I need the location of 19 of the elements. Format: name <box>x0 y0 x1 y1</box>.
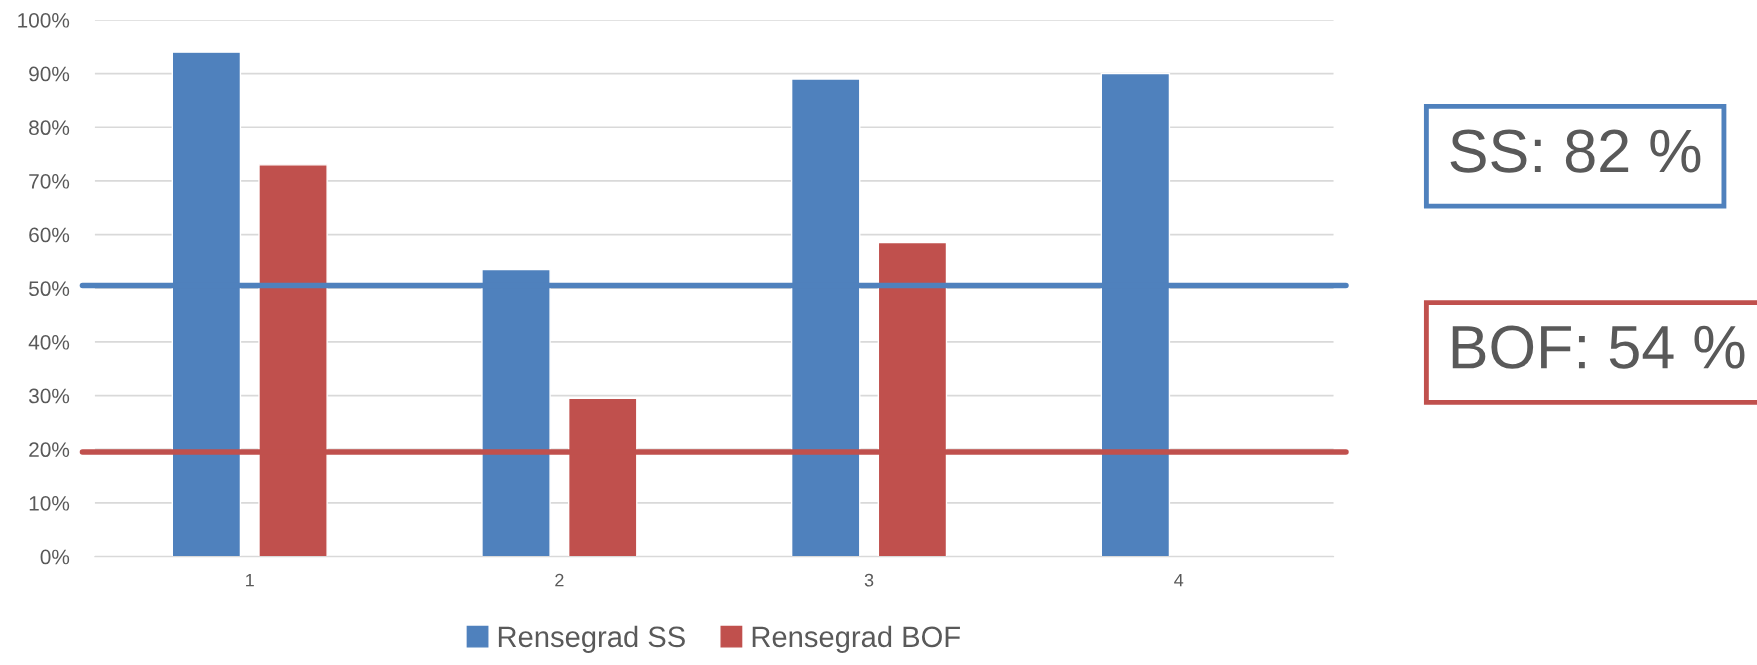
legend-label: Rensegrad SS <box>498 625 685 653</box>
y-tick-label: 90% <box>29 66 70 82</box>
y-tick-label: 0% <box>40 549 70 565</box>
legend-label: Rensegrad BOF <box>752 625 960 653</box>
y-tick-label: 20% <box>29 442 70 458</box>
x-tick-label: 3 <box>864 573 874 587</box>
y-tick-label: 80% <box>29 120 70 136</box>
y-tick-label: 10% <box>29 495 70 511</box>
x-tick-label: 1 <box>246 573 254 587</box>
y-tick-label: 70% <box>29 173 70 189</box>
x-tick-label: 4 <box>1174 573 1184 587</box>
y-tick-label: 40% <box>28 334 70 350</box>
y-tick-label: 30% <box>28 388 70 404</box>
text: SS: 82 % <box>1450 129 1701 173</box>
text: BOF: 54 % <box>1452 325 1745 369</box>
x-tick-label: 2 <box>555 573 564 587</box>
y-tick-label: 60% <box>29 227 70 243</box>
y-tick-label: 100% <box>18 12 70 28</box>
y-tick-label: 50% <box>29 281 70 297</box>
